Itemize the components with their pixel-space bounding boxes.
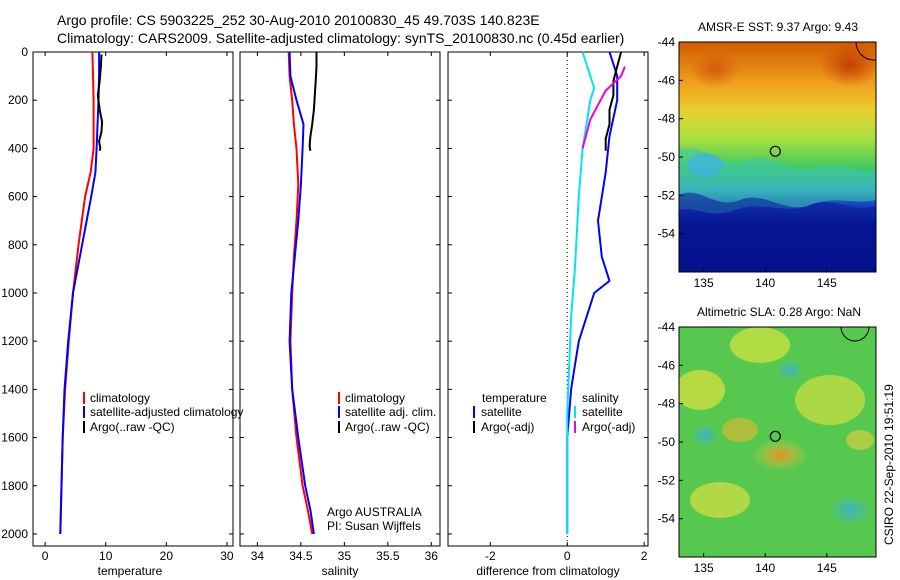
legend-label-argo: Argo(..raw -QC): [345, 420, 430, 434]
y-tick-label: 1800: [1, 479, 28, 493]
sla-map-title: Altimetric SLA: 0.28 Argo: NaN: [697, 305, 861, 319]
series-line-satellite-adjusted-climatology: [59, 52, 101, 535]
temperature-legend: climatology satellite-adjusted climatolo…: [83, 391, 243, 434]
axis-ticks-layer: 0 10 20 30020040060080010001200140016001800…: [1, 45, 648, 563]
map-ticks-layer: 135 140 145 -44 -46 -48 -50 -52 -54 135 140 145 -44 -…: [658, 35, 837, 575]
salinity-panel-frame: [239, 51, 441, 547]
y-tick-label: 0: [21, 45, 28, 59]
x-tick-label: 36: [425, 549, 439, 563]
difference-axis-label: difference from climatology: [476, 564, 619, 578]
legend-heading-temperature: temperature: [482, 391, 547, 405]
x-tick-label: 0: [564, 549, 571, 563]
x-tick-label: 30: [220, 549, 234, 563]
y-tick-label: 1200: [1, 334, 28, 348]
series-line-salinity-argo-adj: [581, 66, 626, 149]
x-tick-label: 35.5: [376, 549, 400, 563]
legend-label-climatology: climatology: [90, 391, 150, 405]
y-tick-label: 200: [8, 93, 28, 107]
argo-position-marker: [769, 145, 781, 157]
map-x-tick-label: 145: [817, 276, 837, 290]
legend-heading-salinity: salinity: [582, 391, 619, 405]
map-y-tick-label: -54: [658, 227, 676, 241]
series-line-satellite-adj-clim: [288, 51, 315, 535]
map-y-tick-label: -54: [658, 512, 676, 526]
x-tick-label: 34: [251, 549, 265, 563]
salinity-axis-label: salinity: [322, 564, 359, 578]
legend-label-climatology: climatology: [345, 391, 405, 405]
map-y-tick-label: -50: [658, 435, 676, 449]
y-tick-label: 400: [8, 141, 28, 155]
difference-panel-frame: [447, 51, 649, 547]
salinity-legend: climatology satellite adj. clim. Argo(..…: [338, 391, 436, 434]
sst-map-image: [679, 42, 876, 272]
y-tick-label: 1000: [1, 286, 28, 300]
series-line-climatology: [59, 51, 95, 535]
map-y-tick-label: -44: [658, 35, 676, 49]
temperature-axis-label: temperature: [98, 564, 163, 578]
legend-label-temp-argo: Argo(-adj): [481, 420, 534, 434]
map-x-tick-label: 135: [694, 561, 714, 575]
map-y-tick-label: -50: [658, 150, 676, 164]
y-tick-label: 800: [8, 238, 28, 252]
series-line-temperature-argo-adj: [604, 51, 623, 151]
x-tick-label: 10: [99, 549, 113, 563]
difference-legend: temperature satellite Argo(-adj) salinit…: [473, 391, 635, 434]
x-tick-label: 34.5: [289, 549, 313, 563]
series-line-argo-raw-qc: [96, 54, 104, 152]
map-y-tick-label: -52: [658, 188, 676, 202]
legend-label-satellite: satellite-adjusted climatology: [90, 405, 243, 419]
argo-program-label: Argo AUSTRALIA: [327, 505, 422, 519]
y-tick-label: 600: [8, 190, 28, 204]
map-y-tick-label: -44: [658, 320, 676, 334]
figure-title-line1: Argo profile: CS 5903225_252 30-Aug-2010…: [57, 12, 540, 28]
temperature-panel-frame: [32, 51, 234, 547]
map-x-tick-label: 140: [755, 561, 775, 575]
map-y-tick-label: -52: [658, 473, 676, 487]
series-line-temperature-satellite: [566, 51, 619, 534]
map-y-tick-label: -48: [658, 397, 676, 411]
x-tick-label: 2: [641, 549, 648, 563]
map-y-tick-label: -48: [658, 112, 676, 126]
legend-label-sal-argo: Argo(-adj): [582, 420, 635, 434]
argo-pi-label: PI: Susan Wijffels: [327, 519, 421, 533]
series-layer: [59, 51, 626, 535]
map-y-tick-label: -46: [658, 73, 676, 87]
x-tick-label: -2: [485, 549, 496, 563]
map-x-tick-label: 140: [755, 276, 775, 290]
x-tick-label: 20: [160, 549, 174, 563]
map-y-tick-label: -46: [658, 358, 676, 372]
series-line-salinity-satellite: [566, 51, 596, 534]
series-line-argo-raw-qc: [308, 52, 318, 151]
x-tick-label: 0: [42, 549, 49, 563]
sst-map-title: AMSR-E SST: 9.37 Argo: 9.43: [698, 20, 858, 34]
y-tick-label: 1600: [1, 431, 28, 445]
x-tick-label: 35: [338, 549, 352, 563]
sla-map-image: [679, 327, 876, 557]
legend-label-argo: Argo(..raw -QC): [90, 420, 175, 434]
legend-label-sal-satellite: satellite: [582, 405, 623, 419]
map-x-tick-label: 145: [817, 561, 837, 575]
y-tick-label: 2000: [1, 527, 28, 541]
map-x-tick-label: 135: [694, 276, 714, 290]
y-tick-label: 1400: [1, 382, 28, 396]
figure-title-line2: Climatology: CARS2009. Satellite-adjuste…: [57, 30, 624, 46]
footer-credit: CSIRO 22-Sep-2010 19:51:19: [882, 384, 896, 545]
legend-label-temp-satellite: satellite: [481, 405, 522, 419]
argo-position-marker: [769, 430, 781, 442]
legend-label-satellite: satellite adj. clim.: [345, 405, 436, 419]
